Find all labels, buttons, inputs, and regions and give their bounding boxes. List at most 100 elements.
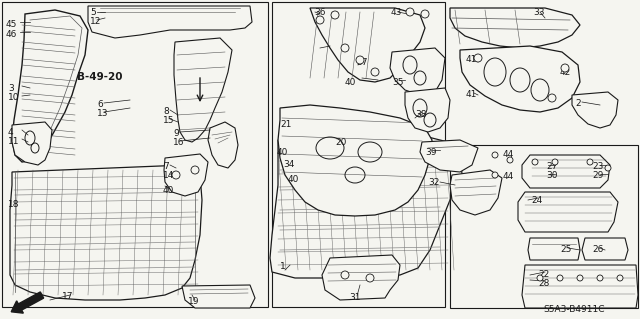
Text: 30: 30	[546, 171, 557, 180]
Ellipse shape	[371, 68, 379, 76]
Text: 12: 12	[90, 17, 101, 26]
Polygon shape	[450, 8, 580, 48]
Text: 41: 41	[466, 55, 477, 64]
Ellipse shape	[561, 64, 569, 72]
Ellipse shape	[492, 172, 498, 178]
Polygon shape	[450, 170, 502, 215]
Ellipse shape	[406, 8, 414, 16]
Ellipse shape	[172, 171, 180, 179]
Ellipse shape	[532, 159, 538, 165]
Polygon shape	[12, 10, 88, 162]
Text: 39: 39	[425, 148, 436, 157]
Text: 3: 3	[8, 84, 13, 93]
Text: 5: 5	[90, 8, 96, 17]
Text: 36: 36	[314, 8, 326, 17]
Polygon shape	[182, 285, 255, 308]
Text: 29: 29	[592, 171, 604, 180]
Text: 1: 1	[280, 262, 285, 271]
Text: 26: 26	[592, 245, 604, 254]
Text: 43: 43	[391, 8, 403, 17]
FancyArrow shape	[12, 292, 44, 313]
Text: 10: 10	[8, 93, 19, 102]
Ellipse shape	[474, 54, 482, 62]
Text: 23: 23	[592, 162, 604, 171]
Text: 42: 42	[560, 68, 572, 77]
Text: 35: 35	[392, 78, 403, 87]
Ellipse shape	[492, 152, 498, 158]
Polygon shape	[310, 8, 425, 82]
Text: 25: 25	[560, 245, 572, 254]
Text: 15: 15	[163, 116, 175, 125]
Text: 32: 32	[428, 178, 440, 187]
Ellipse shape	[587, 159, 593, 165]
Text: 19: 19	[188, 297, 200, 306]
Text: 7: 7	[163, 162, 169, 171]
Text: 41: 41	[466, 90, 477, 99]
Text: 6: 6	[97, 100, 103, 109]
Text: 44: 44	[503, 150, 515, 159]
Text: 16: 16	[173, 138, 184, 147]
Text: 22: 22	[538, 270, 549, 279]
Polygon shape	[164, 154, 208, 196]
Polygon shape	[582, 238, 628, 260]
Ellipse shape	[366, 274, 374, 282]
Text: 33: 33	[533, 8, 545, 17]
Polygon shape	[420, 140, 478, 172]
Ellipse shape	[597, 275, 603, 281]
Text: 24: 24	[531, 196, 542, 205]
Ellipse shape	[191, 166, 199, 174]
Text: 18: 18	[8, 200, 19, 209]
Ellipse shape	[617, 275, 623, 281]
Polygon shape	[88, 6, 252, 38]
Ellipse shape	[548, 94, 556, 102]
Text: 40: 40	[345, 78, 356, 87]
Text: 28: 28	[538, 279, 549, 288]
Ellipse shape	[577, 275, 583, 281]
Text: 46: 46	[6, 30, 17, 39]
Ellipse shape	[421, 10, 429, 18]
Polygon shape	[405, 88, 450, 132]
Ellipse shape	[507, 157, 513, 163]
Text: 40: 40	[163, 186, 174, 195]
Ellipse shape	[331, 11, 339, 19]
Text: 9: 9	[173, 129, 179, 138]
Text: 20: 20	[335, 138, 346, 147]
Text: 21: 21	[280, 120, 291, 129]
Text: 31: 31	[349, 293, 360, 302]
Text: 45: 45	[6, 20, 17, 29]
Polygon shape	[518, 192, 618, 232]
Ellipse shape	[356, 56, 364, 64]
Polygon shape	[174, 38, 232, 142]
Text: 14: 14	[163, 171, 174, 180]
Polygon shape	[528, 238, 580, 260]
Text: 40: 40	[288, 175, 300, 184]
Ellipse shape	[341, 271, 349, 279]
Polygon shape	[322, 255, 400, 300]
Text: 4: 4	[8, 128, 13, 137]
Ellipse shape	[605, 165, 611, 171]
Polygon shape	[278, 105, 432, 216]
Text: 27: 27	[546, 162, 557, 171]
Text: B-49-20: B-49-20	[77, 72, 122, 82]
Ellipse shape	[557, 275, 563, 281]
Ellipse shape	[316, 16, 324, 24]
Text: 17: 17	[62, 292, 74, 301]
Text: 40: 40	[277, 148, 289, 157]
Polygon shape	[522, 155, 610, 188]
Polygon shape	[270, 135, 462, 278]
Text: S5A3-B4911C: S5A3-B4911C	[543, 305, 605, 314]
Ellipse shape	[341, 44, 349, 52]
Polygon shape	[208, 122, 238, 168]
Polygon shape	[572, 92, 618, 128]
Ellipse shape	[552, 159, 558, 165]
Text: 37: 37	[356, 58, 367, 67]
Polygon shape	[390, 48, 445, 95]
Polygon shape	[12, 122, 52, 165]
Text: 2: 2	[575, 99, 580, 108]
Text: 38: 38	[415, 110, 426, 119]
Polygon shape	[10, 165, 202, 300]
Text: 11: 11	[8, 137, 19, 146]
Text: 44: 44	[503, 172, 515, 181]
Text: 8: 8	[163, 107, 169, 116]
Text: 13: 13	[97, 109, 109, 118]
